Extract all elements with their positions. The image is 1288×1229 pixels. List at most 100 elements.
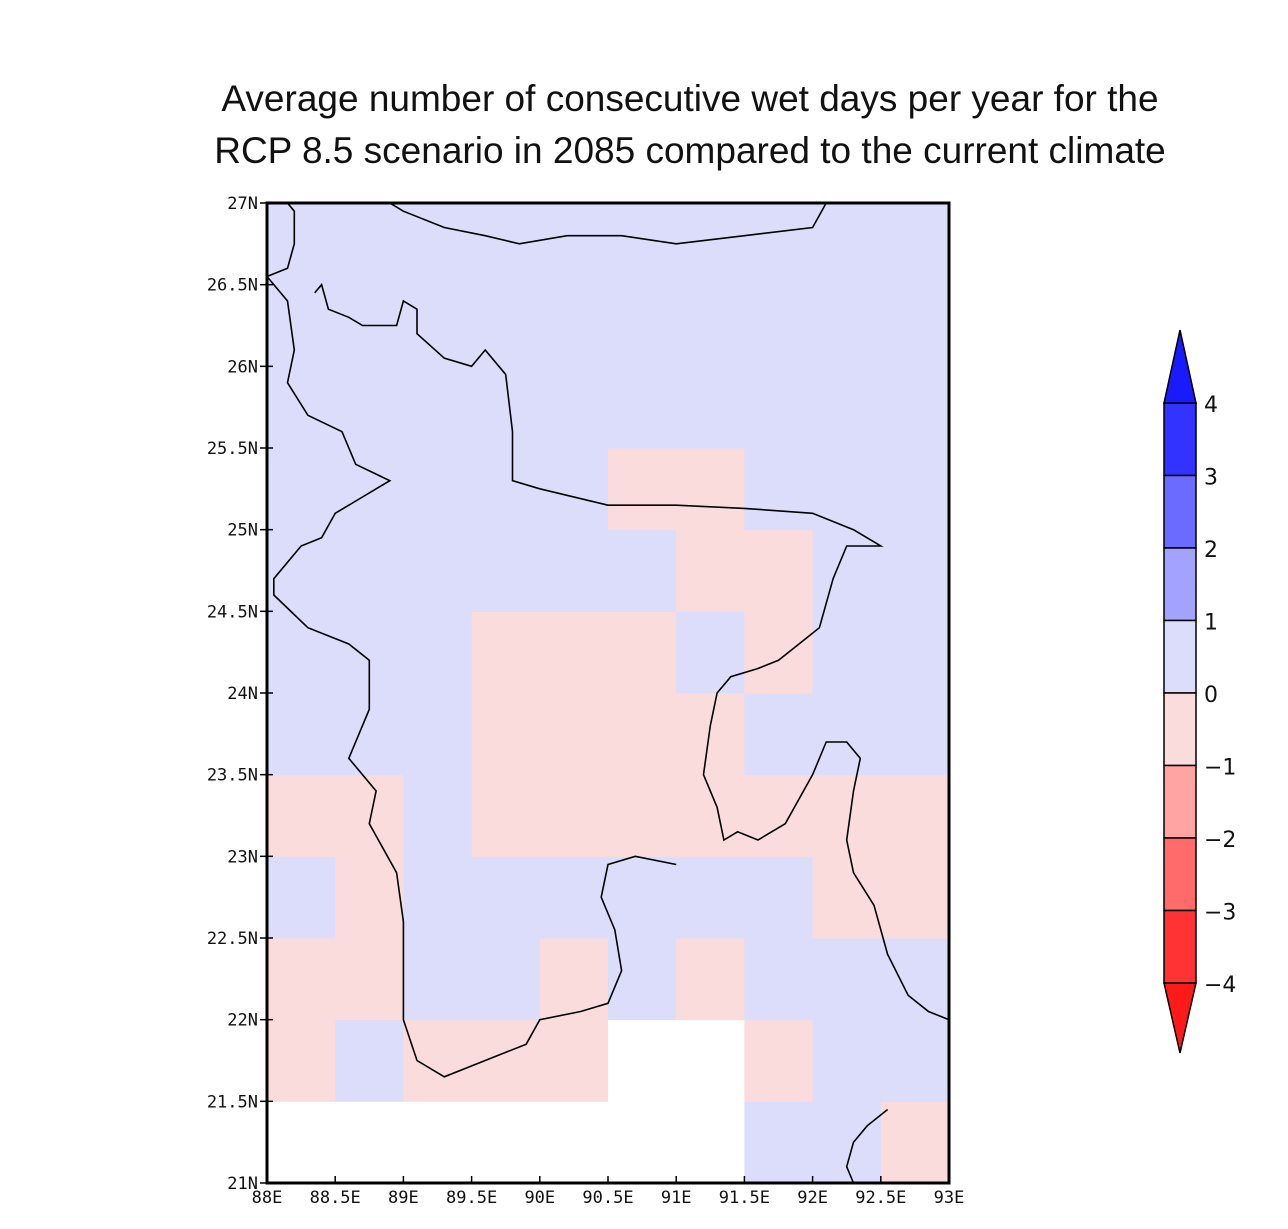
- grid-cell: [744, 1101, 814, 1184]
- x-tick-label: 93E: [934, 1188, 965, 1208]
- x-tick-label: 92.5E: [855, 1188, 906, 1208]
- colorbar-segment: [1163, 692, 1197, 767]
- grid-cell: [267, 1019, 336, 1102]
- grid-cell: [335, 203, 404, 286]
- grid-cell: [880, 448, 950, 531]
- grid-cell: [812, 938, 882, 1021]
- grid-cell: [403, 1101, 473, 1184]
- grid-cell: [539, 611, 609, 694]
- grid-cell: [676, 856, 745, 939]
- grid-cell: [812, 284, 882, 367]
- x-tick-label: 88E: [252, 1188, 283, 1208]
- grid-cell: [267, 284, 336, 367]
- map-title-line-1: Average number of consecutive wet days p…: [221, 78, 1159, 119]
- grid-cell: [267, 366, 336, 449]
- y-tick-label: 25.5N: [207, 439, 258, 459]
- grid-cell: [403, 1019, 473, 1102]
- x-tick-label: 91E: [661, 1188, 692, 1208]
- y-tick-label: 22.5N: [207, 929, 258, 949]
- colorbar-upper-arrow: [1163, 329, 1197, 404]
- colorbar-label: 2: [1204, 538, 1218, 563]
- grid-cell: [539, 448, 609, 531]
- grid-cell: [267, 774, 336, 857]
- x-tick-label: 89E: [388, 1188, 419, 1208]
- y-tick-label: 24N: [227, 684, 258, 704]
- y-tick-label: 21N: [227, 1174, 258, 1194]
- colorbar-label: 3: [1204, 466, 1218, 491]
- grid-cell: [608, 774, 677, 857]
- grid-cell: [744, 203, 814, 286]
- grid-cell: [403, 203, 473, 286]
- grid-cell: [812, 366, 882, 449]
- grid-cell: [744, 366, 814, 449]
- grid-cell: [539, 856, 609, 939]
- grid-cell: [471, 938, 541, 1021]
- grid-cell: [812, 203, 882, 286]
- grid-cell: [267, 693, 336, 776]
- grid-cell: [880, 938, 950, 1021]
- grid-cell: [335, 774, 404, 857]
- grid-cell: [267, 448, 336, 531]
- colorbar-segment: [1163, 619, 1197, 694]
- x-tick-label: 92E: [797, 1188, 828, 1208]
- grid-cell: [471, 856, 541, 939]
- grid-cell: [403, 284, 473, 367]
- grid-cell: [744, 1019, 814, 1102]
- coastline-path: [266, 202, 296, 278]
- grid-cell: [608, 938, 677, 1021]
- grid-cell: [880, 1019, 950, 1102]
- y-tick-label: 21.5N: [207, 1092, 258, 1112]
- grid-cell: [744, 938, 814, 1021]
- grid-cell: [403, 366, 473, 449]
- x-tick-label: 91.5E: [719, 1188, 770, 1208]
- grid-cell: [676, 366, 745, 449]
- grid-cell: [267, 529, 336, 612]
- colorbar-label: −3: [1204, 901, 1236, 926]
- y-tick-label: 24.5N: [207, 602, 258, 622]
- grid-cell: [676, 611, 745, 694]
- y-tick-label: 23.5N: [207, 766, 258, 786]
- grid-cell: [812, 856, 882, 939]
- x-tick-label: 89.5E: [446, 1188, 497, 1208]
- colorbar-label: −2: [1204, 828, 1236, 853]
- grid-cell: [539, 1101, 609, 1184]
- colorbar-segment: [1163, 837, 1197, 912]
- grid-cell: [744, 856, 814, 939]
- coastline-path: [266, 275, 677, 1078]
- colorbar-label: −1: [1204, 756, 1236, 781]
- y-tick-label: 27N: [227, 194, 258, 214]
- grid-cell: [335, 856, 404, 939]
- y-tick-label: 25N: [227, 521, 258, 541]
- grid-cell: [880, 856, 950, 939]
- colorbar-label: −4: [1204, 973, 1236, 998]
- grid-cell: [676, 1101, 745, 1184]
- grid-cell: [335, 366, 404, 449]
- grid-cell: [403, 693, 473, 776]
- grid-cell: [676, 448, 745, 531]
- grid-cell: [608, 529, 677, 612]
- grid-cell: [744, 284, 814, 367]
- grid-cell: [403, 448, 473, 531]
- grid-cell: [335, 938, 404, 1021]
- grid-cell: [608, 1101, 677, 1184]
- grid-cell: [676, 938, 745, 1021]
- grid-cell: [471, 774, 541, 857]
- grid-cell: [608, 611, 677, 694]
- grid-cell: [335, 1019, 404, 1102]
- grid-cell: [812, 611, 882, 694]
- grid-cell: [744, 529, 814, 612]
- grid-cell: [403, 774, 473, 857]
- map-title-line-2: RCP 8.5 scenario in 2085 compared to the…: [214, 130, 1166, 171]
- colorbar-segment: [1163, 402, 1197, 477]
- grid-cell: [335, 529, 404, 612]
- grid-cell: [539, 366, 609, 449]
- grid-cell: [471, 693, 541, 776]
- map-axes: 88E 88.5E 89E 89.5E 90E 90.5E 91E 91.5E 92E 92.5E…: [207, 194, 965, 1208]
- colorbar-lower-arrow: [1163, 982, 1197, 1054]
- grid-cell: [676, 693, 745, 776]
- grid-cell: [880, 774, 950, 857]
- colorbar: 4 3 2 1 0 −1 −2 −3 −4: [1163, 329, 1236, 1054]
- colorbar-segment: [1163, 764, 1197, 839]
- grid-cell: [403, 938, 473, 1021]
- grid-cell: [812, 1101, 882, 1184]
